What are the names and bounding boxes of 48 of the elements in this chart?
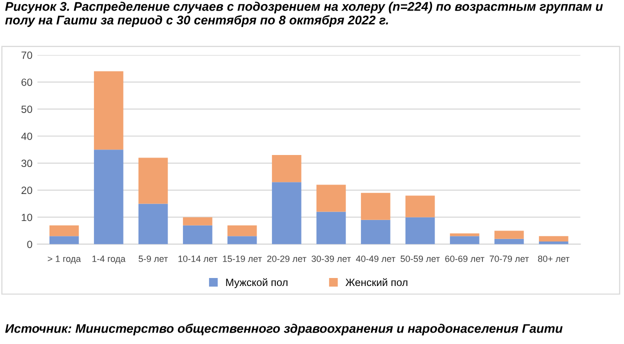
- x-tick-label: 40-49 лет: [356, 256, 396, 262]
- bar: [494, 238, 524, 244]
- chart-title: Рисунок 3. Распределение случаев с подозрением на холеру (n=224) по возрастным группам и полу на Гаити за период с 30 сентября по 8 октября 2022 г.: [5, 2, 603, 27]
- bar: [94, 150, 124, 244]
- legend-label: Мужской пол: [226, 278, 288, 288]
- y-tick-label: 70: [22, 52, 32, 59]
- bar: [360, 192, 390, 220]
- bar: [182, 225, 212, 244]
- bar: [405, 217, 435, 244]
- bar: [494, 230, 524, 239]
- x-tick-label: 20-29 лет: [267, 256, 306, 262]
- bar: [138, 204, 168, 244]
- y-tick-label: 60: [22, 78, 32, 86]
- bar: [538, 236, 568, 242]
- legend-label: Женский пол: [346, 278, 408, 286]
- y-tick-label: 20: [22, 186, 32, 194]
- x-tick-label: 70-79 лет: [490, 256, 529, 262]
- y-tick-label: 40: [21, 132, 32, 140]
- bar: [450, 233, 480, 236]
- x-tick-label: 1-4 года: [92, 256, 126, 264]
- x-tick-label: 80+ лет: [538, 256, 570, 262]
- y-tick-label: 0: [27, 240, 32, 248]
- bar: [450, 236, 480, 244]
- bar: [227, 236, 257, 244]
- bar: [360, 220, 390, 244]
- x-tick-label: > 1 года: [48, 256, 81, 264]
- y-tick-label: 50: [21, 106, 32, 113]
- x-tick-label: 5-9 лет: [138, 256, 168, 262]
- bar: [538, 242, 568, 244]
- bar: [272, 155, 302, 182]
- bar: [49, 225, 79, 236]
- y-tick-label: 10: [22, 214, 32, 222]
- x-tick-label: 30-39 лет: [312, 256, 351, 262]
- text: Источник: Министерство общественного здравоохранения и народонаселения Гаити: [5, 324, 563, 336]
- bar: [49, 236, 79, 244]
- bar: [316, 212, 346, 244]
- bar: [94, 71, 124, 150]
- bar: [182, 217, 212, 226]
- bar: [138, 158, 168, 204]
- bar: [227, 225, 257, 236]
- bar: [316, 184, 346, 212]
- bar: [272, 182, 302, 244]
- x-tick-label: 60-69 лет: [445, 256, 484, 262]
- x-tick-label: 50-59 лет: [400, 256, 440, 262]
- y-tick-label: 30: [21, 160, 32, 168]
- x-tick-label: 15-19 лет: [222, 256, 262, 262]
- x-tick-label: 10-14 лет: [178, 256, 218, 262]
- bar: [405, 196, 435, 218]
